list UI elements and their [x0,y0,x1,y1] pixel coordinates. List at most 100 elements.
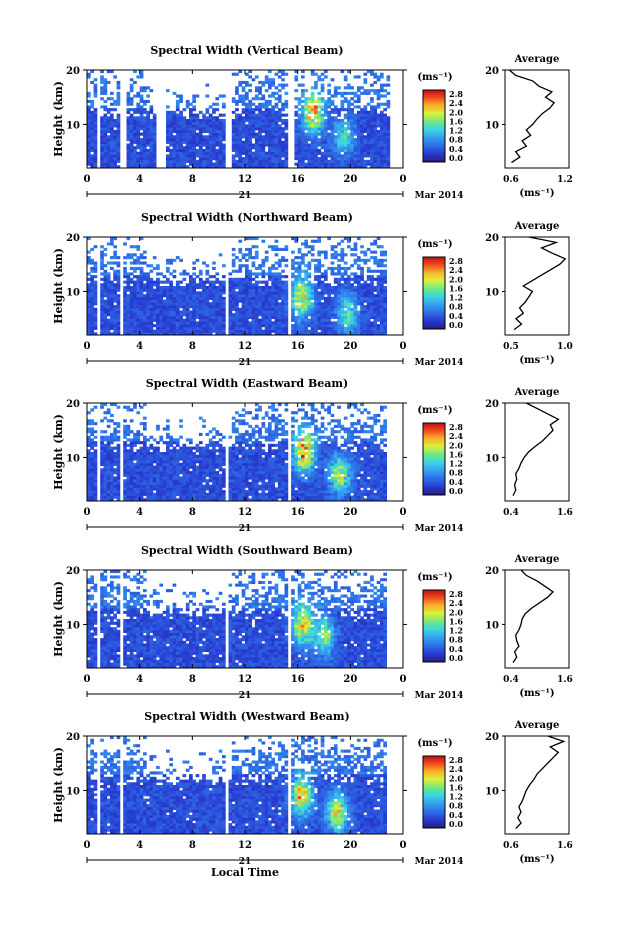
heatmap-cell [149,291,154,295]
heatmap-cell [231,280,236,284]
heatmap-cell [146,465,150,469]
heatmap-cell [123,471,127,475]
heatmap-cell [366,247,371,251]
heatmap-cell [133,492,137,496]
heatmap-cell [235,291,239,295]
heatmap-cell [90,143,94,147]
heatmap-cell [106,321,111,325]
heatmap-cell [291,318,295,322]
heatmap-cell [218,283,223,287]
heatmap-cell [110,413,114,417]
colorbar-segment [423,159,445,163]
heatmap-cell [281,105,285,109]
heatmap-cell [254,288,259,292]
heatmap-cell [90,286,94,290]
heatmap-cell [189,108,193,112]
heatmap-cell [182,305,187,309]
heatmap-cell [136,132,141,136]
heatmap-cell [212,280,216,284]
heatmap-cell [314,121,318,125]
heatmap-cell [90,146,94,150]
heatmap-cell [169,473,173,477]
heatmap-cell [175,162,180,166]
heatmap-cell [146,487,150,491]
heatmap-cell [90,498,94,502]
heatmap-cell [133,154,137,158]
heatmap-cell [208,113,213,117]
colorbar-segment [423,285,445,289]
heatmap-cell [327,91,331,95]
heatmap-cell [343,291,348,295]
heatmap-cell [360,329,364,333]
heatmap-cell [222,129,226,133]
heatmap-cell [113,275,117,279]
heatmap-cell [350,148,354,152]
heatmap-cell [380,332,384,336]
heatmap-cell [87,151,91,155]
heatmap-cell [353,318,358,322]
heatmap-cell [268,313,272,317]
heatmap-cell [281,143,285,147]
heatmap-cell [126,487,131,491]
heatmap-cell [172,471,177,475]
heatmap-cell [245,132,249,136]
heatmap-cell [347,113,351,117]
heatmap-cell [277,165,282,169]
heatmap-cell [90,419,94,423]
heatmap-cell [103,498,108,502]
heatmap-cell [274,148,279,152]
heatmap-cell [139,140,144,144]
heatmap-cell [162,332,167,336]
heatmap-cell [156,307,160,311]
heatmap-cell [136,302,141,306]
heatmap-cell [169,110,173,114]
heatmap-cell [307,272,312,276]
heatmap-cell [143,288,147,292]
heatmap-cell [370,127,374,131]
heatmap-cell [231,264,236,268]
heatmap-cell [231,127,236,131]
heatmap-cell [231,286,236,290]
heatmap-cell [100,159,104,163]
heatmap-cell [133,326,137,330]
heatmap-cell [274,135,279,139]
heatmap-cell [343,294,348,298]
heatmap-cell [129,492,134,496]
heatmap-cell [87,283,91,287]
heatmap-cell [258,97,262,101]
heatmap-cell [218,296,223,300]
heatmap-cell [202,310,206,314]
heatmap-cell [337,269,341,273]
heatmap-cell [238,162,243,166]
heatmap-cell [340,286,345,290]
heatmap-cell [294,75,299,79]
heatmap-cell [324,70,328,74]
heatmap-cell [231,283,236,287]
heatmap-cell [356,157,361,161]
heatmap-cell [340,124,345,128]
heatmap-cell [182,296,187,300]
heatmap-cell [238,157,243,161]
heatmap-cell [123,481,127,485]
heatmap-cell [380,121,384,125]
heatmap-cell [126,146,131,150]
colorbar-segment [423,104,445,108]
heatmap-cell [360,143,364,147]
heatmap-cell [380,146,384,150]
heatmap-cell [360,283,364,287]
heatmap-cell [90,476,94,480]
heatmap-cell [320,154,325,158]
heatmap-cell [113,452,117,456]
heatmap-cell [380,245,384,249]
heatmap-cell [271,162,275,166]
heatmap-cell [235,302,239,306]
heatmap-cell [360,108,364,112]
heatmap-cell [268,121,272,125]
heatmap-cell [116,307,121,311]
heatmap-cell [268,138,272,142]
heatmap-cell [100,495,104,499]
heatmap-cell [166,113,170,117]
colorbar-tick-label: 0.8 [449,135,463,145]
heatmap-cell [166,162,170,166]
heatmap-cell [149,286,154,290]
